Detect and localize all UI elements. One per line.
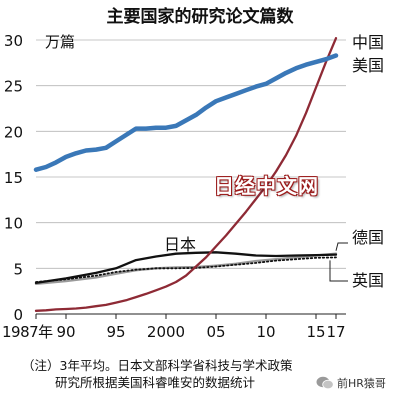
series-label-uk: 英国 (352, 271, 384, 290)
x-tick-label: 95 (106, 323, 125, 341)
x-tick-label: 05 (206, 323, 225, 341)
x-tick-label: 90 (56, 323, 75, 341)
y-tick-label: 10 (4, 215, 23, 233)
y-unit-label: 万篇 (45, 33, 75, 51)
wechat-account-tag: 前HR猿哥 (316, 375, 386, 391)
uk-leader-line (329, 260, 348, 282)
x-tick-label: 17 (326, 323, 345, 341)
y-tick-label: 5 (13, 260, 23, 278)
series-line-4 (35, 256, 337, 283)
y-tick-label: 15 (4, 169, 23, 187)
x-tick-label: 1987年 (2, 323, 53, 341)
x-tick-label: 15 (306, 323, 325, 341)
x-tick-label: 2000 (147, 323, 185, 341)
series-label-germany: 德国 (352, 228, 384, 247)
y-tick-label: 30 (4, 32, 23, 50)
footnote: （注）3年平均。日本文部科学省科技与学术政策 研究所根据美国科睿唯安的数据统计 (22, 357, 292, 391)
y-tick-label: 20 (4, 123, 23, 141)
chart-title: 主要国家的研究论文篇数 (106, 7, 294, 27)
footnote-line-2: 研究所根据美国科睿唯安的数据统计 (55, 375, 256, 390)
footnote-line-1: （注）3年平均。日本文部科学省科技与学术政策 (22, 358, 293, 373)
series-line-2 (34, 251, 338, 285)
series-layer (33, 37, 339, 312)
series-label-china: 中国 (352, 33, 384, 52)
series-label-japan: 日本 (164, 235, 196, 254)
y-tick-label: 25 (4, 78, 23, 96)
germany-leader-line (335, 242, 348, 251)
series-label-usa: 美国 (352, 56, 384, 75)
wechat-label: 前HR猿哥 (337, 377, 386, 390)
y-tick-label: 0 (13, 306, 23, 324)
series-line-3 (34, 252, 338, 286)
series-line-0 (33, 53, 339, 172)
wechat-icon (316, 376, 334, 390)
series-line-1 (34, 37, 338, 312)
watermark-logo: 日经中文网 (214, 174, 319, 198)
x-tick-label: 10 (256, 323, 275, 341)
